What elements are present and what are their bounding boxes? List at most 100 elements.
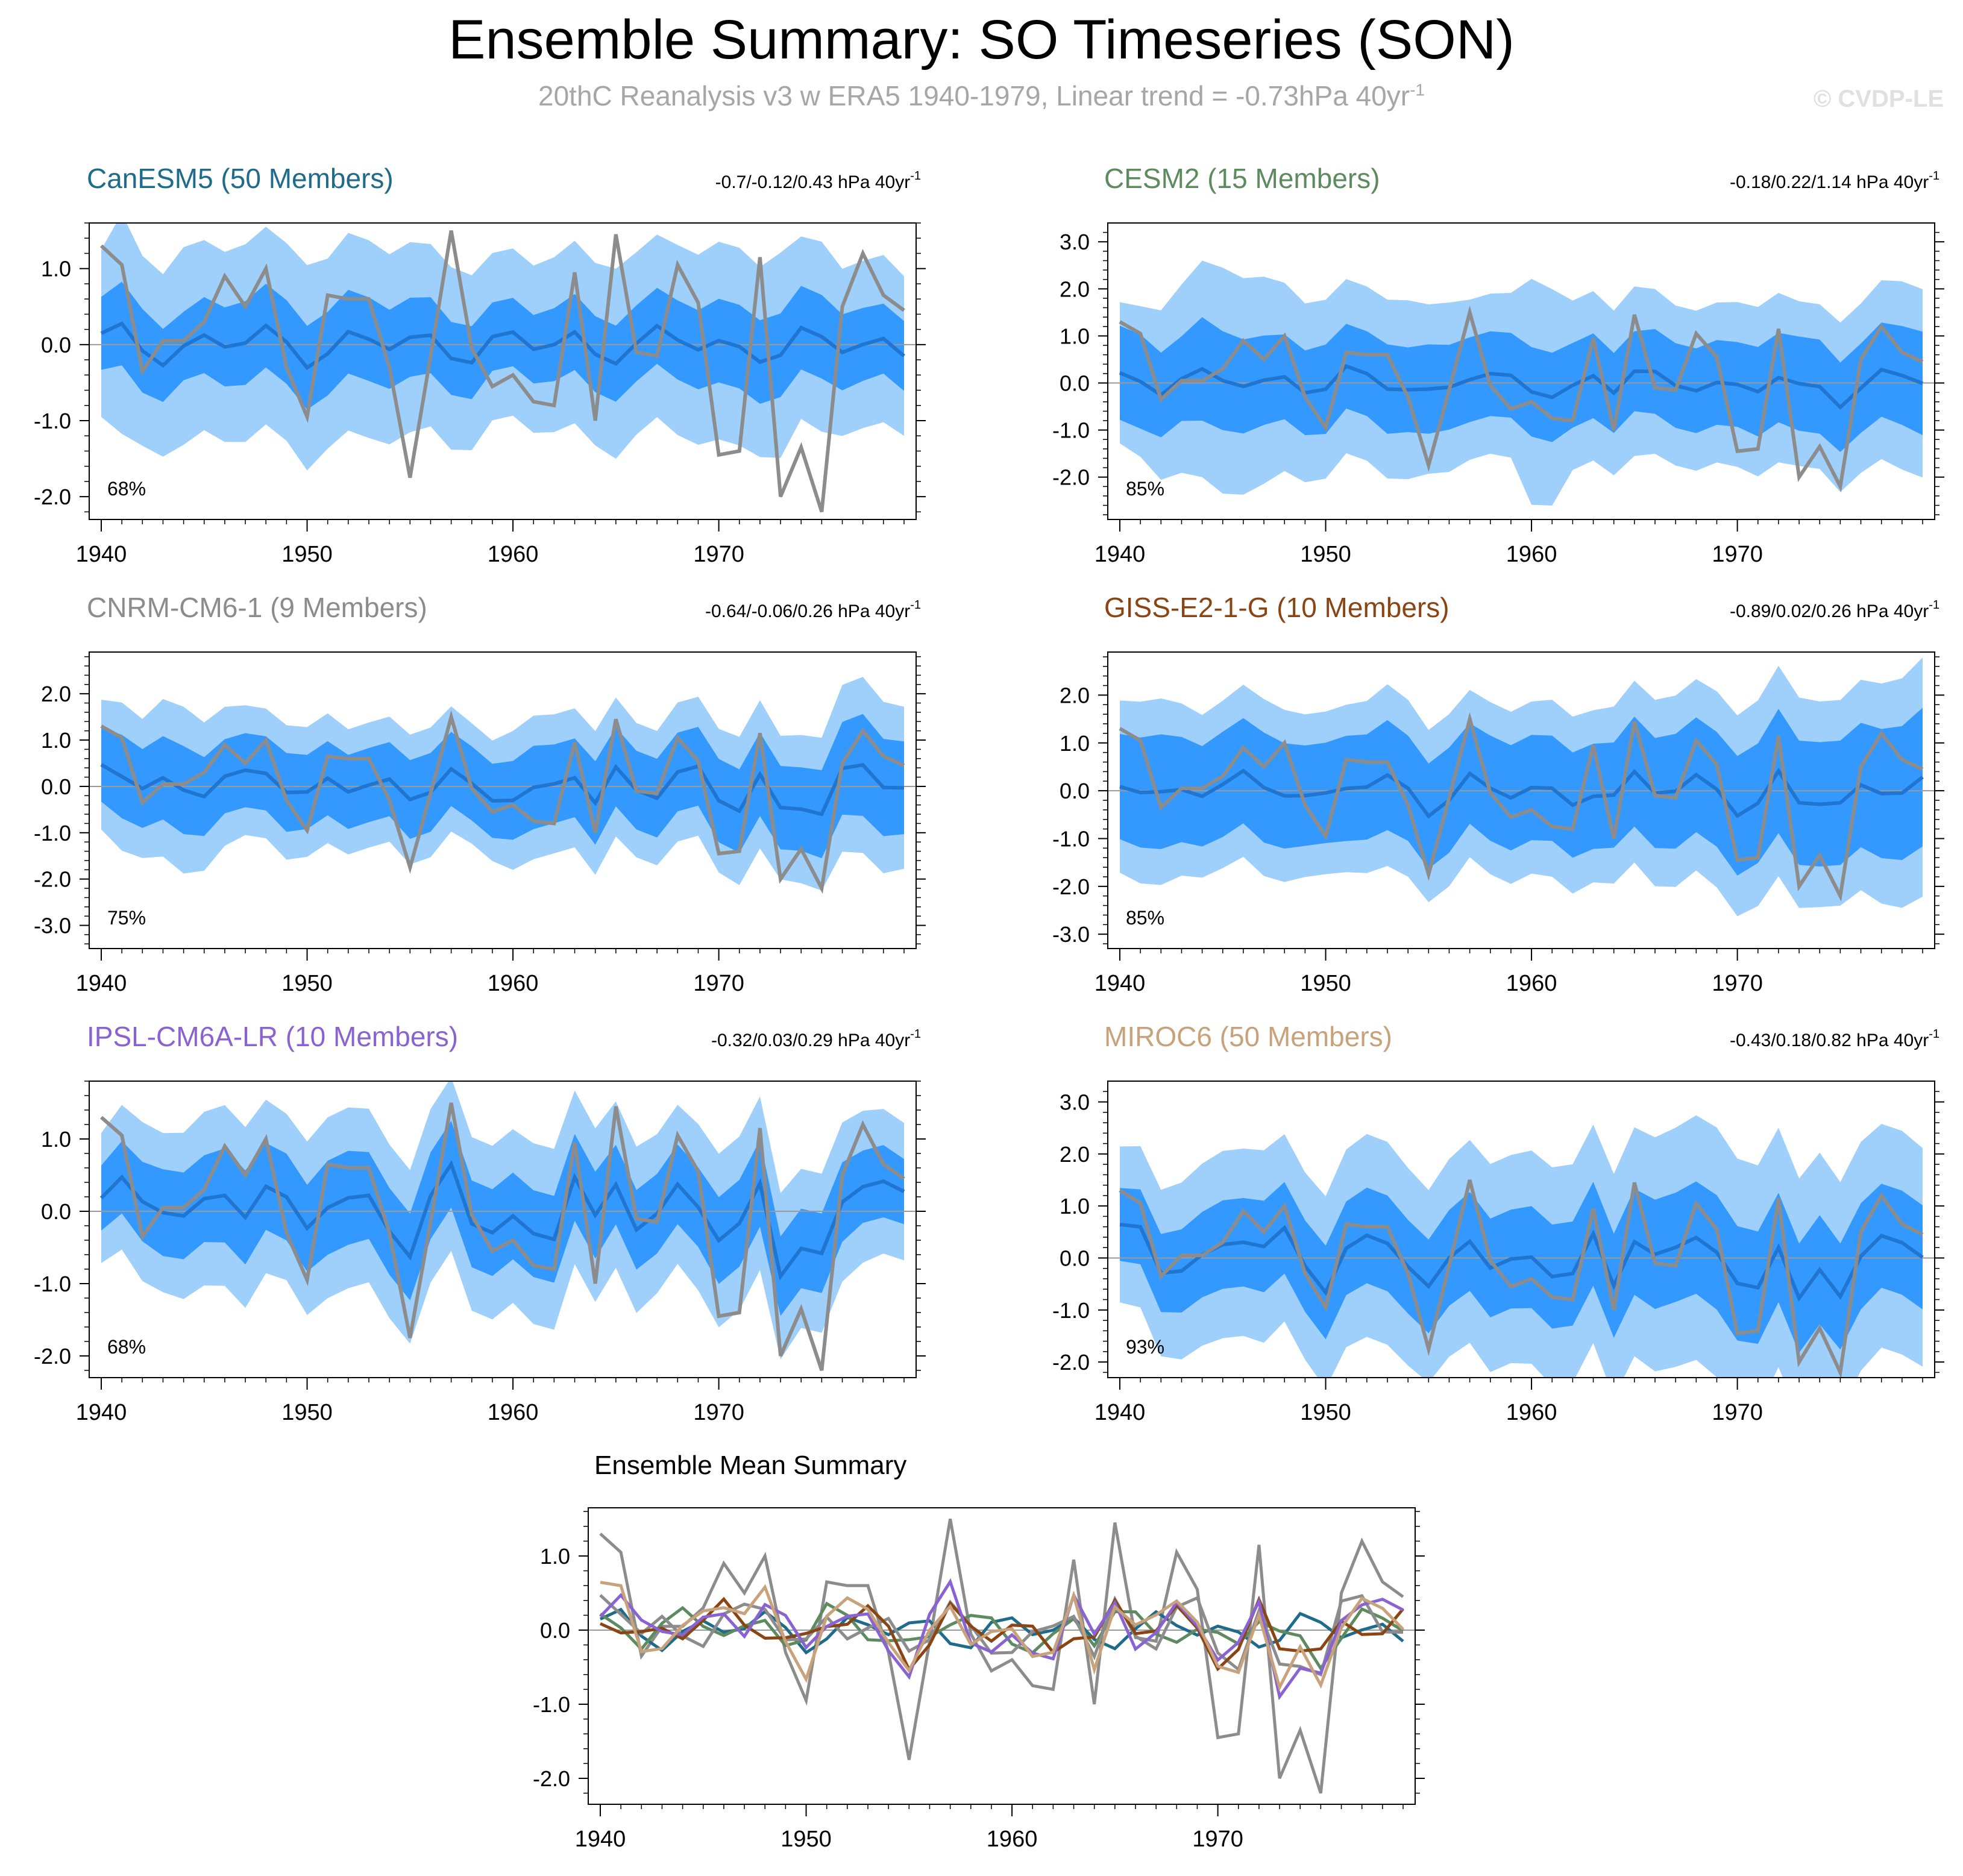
observations-line [100, 1102, 905, 1371]
plot-area [89, 223, 916, 513]
y-tick-label: -3.0 [1052, 922, 1090, 947]
y-tick-label: 1.0 [41, 257, 71, 281]
plot-area [1108, 260, 1935, 506]
y-tick-label: -1.0 [34, 821, 71, 845]
y-tick-label: -3.0 [34, 914, 71, 938]
y-tick-label: -1.0 [34, 1272, 71, 1296]
ensemble-mean-line [1119, 364, 1924, 410]
panel-ipsl: IPSL-CM6A-LR (10 Members) -0.32/0.03/0.29… [34, 1021, 926, 1425]
percent-label: 93% [1126, 1336, 1164, 1358]
y-tick-label: -1.0 [533, 1692, 570, 1717]
y-tick-label: -1.0 [1052, 826, 1090, 851]
panel-trend-text: -0.7/-0.12/0.43 hPa 40yr [715, 172, 911, 192]
y-tick-label: 0.0 [1060, 1246, 1090, 1270]
x-tick-label: 1970 [693, 1400, 744, 1425]
panel-trend: -0.18/0.22/1.14 hPa 40yr-1 [1730, 169, 1939, 192]
panel-frame [89, 1081, 917, 1378]
panel-cnrm: CNRM-CM6-1 (9 Members) -0.64/-0.06/0.26 h… [34, 592, 926, 996]
y-tick-label: -2.0 [1052, 465, 1090, 490]
y-tick-label: 1.0 [540, 1544, 570, 1569]
inner-band [1120, 1181, 1923, 1353]
y-tick-label: 3.0 [1060, 1090, 1090, 1115]
y-tick-label: -1.0 [34, 409, 71, 433]
panel-title: MIROC6 (50 Members) [1104, 1021, 1392, 1052]
subtitle-exponent: -1 [1410, 80, 1425, 99]
percent-label: 75% [107, 907, 146, 929]
page-title: Ensemble Summary: SO Timeseries (SON) [448, 9, 1515, 71]
y-tick-label: 2.0 [1060, 277, 1090, 301]
panel-title: CanESM5 (50 Members) [87, 163, 394, 194]
observations-line [100, 710, 905, 894]
x-tick-label: 1940 [76, 971, 127, 996]
panel-ens_mean: Ensemble Mean Summary -2.0 -1.0 0.0 1.0 1940 1… [533, 1451, 1425, 1852]
y-tick-label: 0.0 [41, 774, 71, 799]
x-tick-label: 1960 [488, 542, 539, 567]
y-tick-label: -2.0 [34, 1344, 71, 1369]
observations-line [1119, 1179, 1924, 1378]
panel-frame [89, 651, 917, 949]
panel-title: IPSL-CM6A-LR (10 Members) [87, 1021, 458, 1052]
panel-canesm5: CanESM5 (50 Members) -0.7/-0.12/0.43 hPa … [34, 163, 926, 567]
x-tick-label: 1950 [1300, 1400, 1351, 1425]
panel-cesm2: CESM2 (15 Members) -0.18/0.22/1.14 hPa 40… [1052, 163, 1944, 567]
y-tick-label: 0.0 [1060, 779, 1090, 803]
panel-miroc6: MIROC6 (50 Members) -0.43/0.18/0.82 hPa 4… [1052, 1021, 1944, 1425]
y-tick-label: 0.0 [41, 333, 71, 357]
panel-giss: GISS-E2-1-G (10 Members) -0.89/0.02/0.26 … [1052, 592, 1944, 996]
observations-line [1119, 712, 1924, 902]
panel-frame [588, 1507, 1416, 1805]
panel-trend-text: -0.89/0.02/0.26 hPa 40yr [1730, 601, 1929, 621]
y-tick-label: 2.0 [41, 682, 71, 706]
y-tick-label: -2.0 [34, 485, 71, 509]
x-tick-label: 1960 [987, 1827, 1038, 1852]
x-tick-label: 1950 [281, 542, 333, 567]
panel-frame [89, 222, 917, 520]
ensemble-mean-line [100, 763, 905, 817]
panel-trend-exp: -1 [1929, 598, 1939, 612]
panel-trend-text: -0.18/0.22/1.14 hPa 40yr [1730, 172, 1929, 192]
x-tick-label: 1940 [575, 1827, 626, 1852]
x-tick-label: 1950 [281, 971, 333, 996]
panel-frame [1107, 222, 1935, 520]
x-tick-label: 1950 [1300, 542, 1351, 567]
y-tick-label: 0.0 [41, 1199, 71, 1224]
plot-area [588, 1519, 1415, 1794]
panel-trend: -0.89/0.02/0.26 hPa 40yr-1 [1730, 598, 1939, 621]
y-tick-label: 1.0 [1060, 1194, 1090, 1219]
x-tick-label: 1970 [1712, 971, 1763, 996]
plot-area [1108, 657, 1935, 917]
y-tick-label: 3.0 [1060, 230, 1090, 254]
y-tick-label: -2.0 [34, 867, 71, 892]
y-tick-label: 0.0 [540, 1618, 570, 1643]
percent-label: 68% [107, 478, 146, 500]
x-tick-label: 1940 [76, 542, 127, 567]
percent-label: 68% [107, 1336, 146, 1358]
panel-trend-exp: -1 [910, 1027, 921, 1041]
x-tick-label: 1960 [488, 971, 539, 996]
inner-band [101, 1120, 904, 1316]
observations-line [99, 230, 905, 513]
panel-title: CESM2 (15 Members) [1104, 163, 1380, 194]
y-tick-label: -1.0 [1052, 418, 1090, 443]
plot-area [89, 1081, 916, 1371]
plot-area [89, 677, 916, 894]
panel-trend-exp: -1 [1929, 1027, 1939, 1041]
y-tick-label: 2.0 [1060, 683, 1090, 707]
watermark: © CVDP-LE [1813, 86, 1944, 112]
panel-trend-exp: -1 [1929, 169, 1939, 183]
series-line-cnrm-cm6-1 [599, 1594, 1404, 1677]
x-tick-label: 1950 [1300, 971, 1351, 996]
series-line-observations [599, 1519, 1404, 1794]
panel-title: GISS-E2-1-G (10 Members) [1104, 592, 1449, 623]
panel-trend-text: -0.43/0.18/0.82 hPa 40yr [1730, 1031, 1929, 1050]
inner-band [101, 281, 904, 410]
x-tick-label: 1960 [488, 1400, 539, 1425]
panel-frame [1107, 1081, 1935, 1378]
page-subtitle: 20thC Reanalysis v3 w ERA5 1940-1979, Li… [0, 80, 1963, 112]
panel-trend-exp: -1 [910, 169, 921, 183]
y-tick-label: -2.0 [1052, 874, 1090, 899]
y-tick-label: 0.0 [1060, 371, 1090, 396]
x-tick-label: 1940 [1095, 971, 1146, 996]
x-tick-label: 1970 [693, 971, 744, 996]
